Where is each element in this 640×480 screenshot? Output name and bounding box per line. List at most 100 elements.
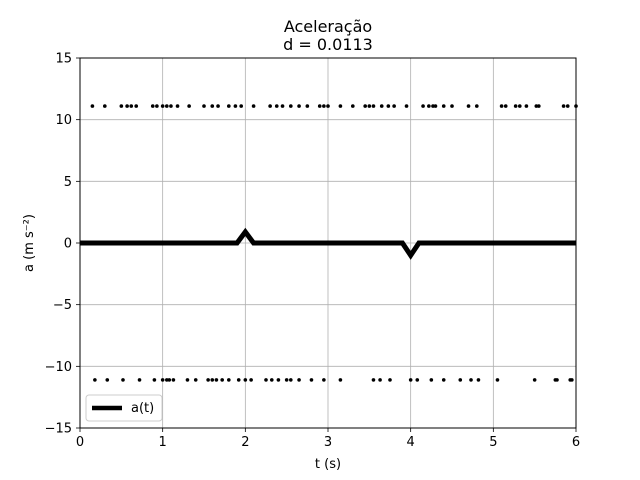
legend-box	[85, 394, 163, 422]
scatter-point	[284, 378, 289, 382]
x-tick-label: 1	[159, 435, 167, 450]
scatter-point	[404, 104, 409, 108]
y-tick-label: 5	[64, 175, 72, 190]
scatter-point	[322, 378, 326, 382]
x-tick-label: 0	[76, 435, 84, 450]
chart-subtitle: d = 0.0113	[283, 35, 373, 54]
y-tick-label: 15	[55, 52, 72, 67]
scatter-point	[160, 104, 165, 108]
legend: a(t)	[85, 394, 163, 422]
scatter-point	[268, 104, 272, 108]
scatter-point	[210, 378, 215, 382]
x-tick-label: 2	[241, 435, 249, 450]
scatter-point	[322, 104, 326, 108]
scatter-point	[427, 104, 431, 108]
scatter-point	[137, 378, 142, 382]
scatter-point	[309, 378, 314, 382]
scatter-point	[280, 104, 285, 108]
scatter-point	[150, 104, 155, 108]
scatter-point	[371, 104, 376, 108]
scatter-point	[408, 378, 413, 382]
scatter-point	[206, 378, 210, 382]
scatter-point	[103, 104, 107, 108]
scatter-point	[338, 378, 343, 382]
scatter-point	[125, 104, 129, 108]
scatter-point	[561, 104, 566, 108]
scatter-point	[193, 378, 198, 382]
scatter-point	[305, 104, 310, 108]
scatter-point	[475, 104, 479, 108]
scatter-point	[220, 378, 224, 382]
scatter-point	[297, 378, 301, 382]
y-tick-label: 10	[55, 113, 72, 128]
x-tick-label: 3	[324, 435, 332, 450]
scatter-point	[317, 104, 322, 108]
scatter-point	[386, 104, 391, 108]
scatter-point	[155, 104, 159, 108]
scatter-point	[534, 104, 539, 108]
scatter-point	[503, 104, 508, 108]
scatter-point	[371, 378, 376, 382]
scatter-point	[119, 104, 124, 108]
scatter-point	[276, 378, 281, 382]
scatter-point	[326, 104, 330, 108]
scatter-point	[160, 378, 165, 382]
data-layer	[80, 104, 578, 382]
scatter-point	[169, 104, 173, 108]
scatter-point	[105, 378, 110, 382]
legend-label: a(t)	[131, 401, 154, 416]
scatter-point	[367, 104, 372, 108]
chart-title: Aceleração	[284, 17, 372, 36]
scatter-point	[441, 104, 446, 108]
x-axis-label: t (s)	[315, 457, 341, 472]
y-tick-label: −10	[45, 360, 72, 375]
scatter-point	[210, 104, 215, 108]
scatter-point	[165, 378, 169, 382]
scatter-point	[202, 104, 206, 108]
scatter-point	[450, 104, 454, 108]
scatter-point	[570, 378, 574, 382]
scatter-point	[289, 378, 293, 382]
scatter-point	[338, 104, 343, 108]
scatter-point	[469, 378, 473, 382]
scatter-point	[134, 104, 139, 108]
scatter-point	[421, 104, 425, 108]
scatter-point	[433, 104, 438, 108]
scatter-point	[378, 378, 382, 382]
series-line	[80, 227, 576, 260]
scatter-point	[236, 378, 241, 382]
scatter-point	[90, 104, 95, 108]
scatter-point	[187, 104, 191, 108]
scatter-point	[249, 378, 253, 382]
scatter-point	[466, 104, 471, 108]
scatter-point	[167, 378, 172, 382]
scatter-point	[524, 104, 529, 108]
scatter-point	[239, 104, 243, 108]
scatter-point	[565, 104, 570, 108]
scatter-point	[289, 104, 293, 108]
scatter-point	[495, 378, 500, 382]
scatter-point	[431, 104, 435, 108]
scatter-point	[388, 378, 392, 382]
scatter-point	[251, 104, 256, 108]
scatter-point	[185, 378, 190, 382]
scatter-point	[458, 378, 463, 382]
scatter-point	[216, 104, 220, 108]
scatter-point	[441, 378, 446, 382]
y-tick-label: −15	[45, 422, 72, 437]
x-tick-label: 6	[572, 435, 580, 450]
scatter-point	[175, 104, 180, 108]
scatter-point	[243, 378, 248, 382]
scatter-point	[415, 378, 420, 382]
scatter-point	[513, 104, 518, 108]
scatter-point	[93, 378, 97, 382]
scatter-point	[121, 378, 125, 382]
scatter-point	[297, 104, 301, 108]
scatter-point	[227, 104, 231, 108]
scatter-point	[532, 378, 537, 382]
scatter-point	[171, 378, 176, 382]
x-tick-label: 4	[407, 435, 415, 450]
scatter-point	[214, 378, 219, 382]
scatter-point	[351, 104, 355, 108]
